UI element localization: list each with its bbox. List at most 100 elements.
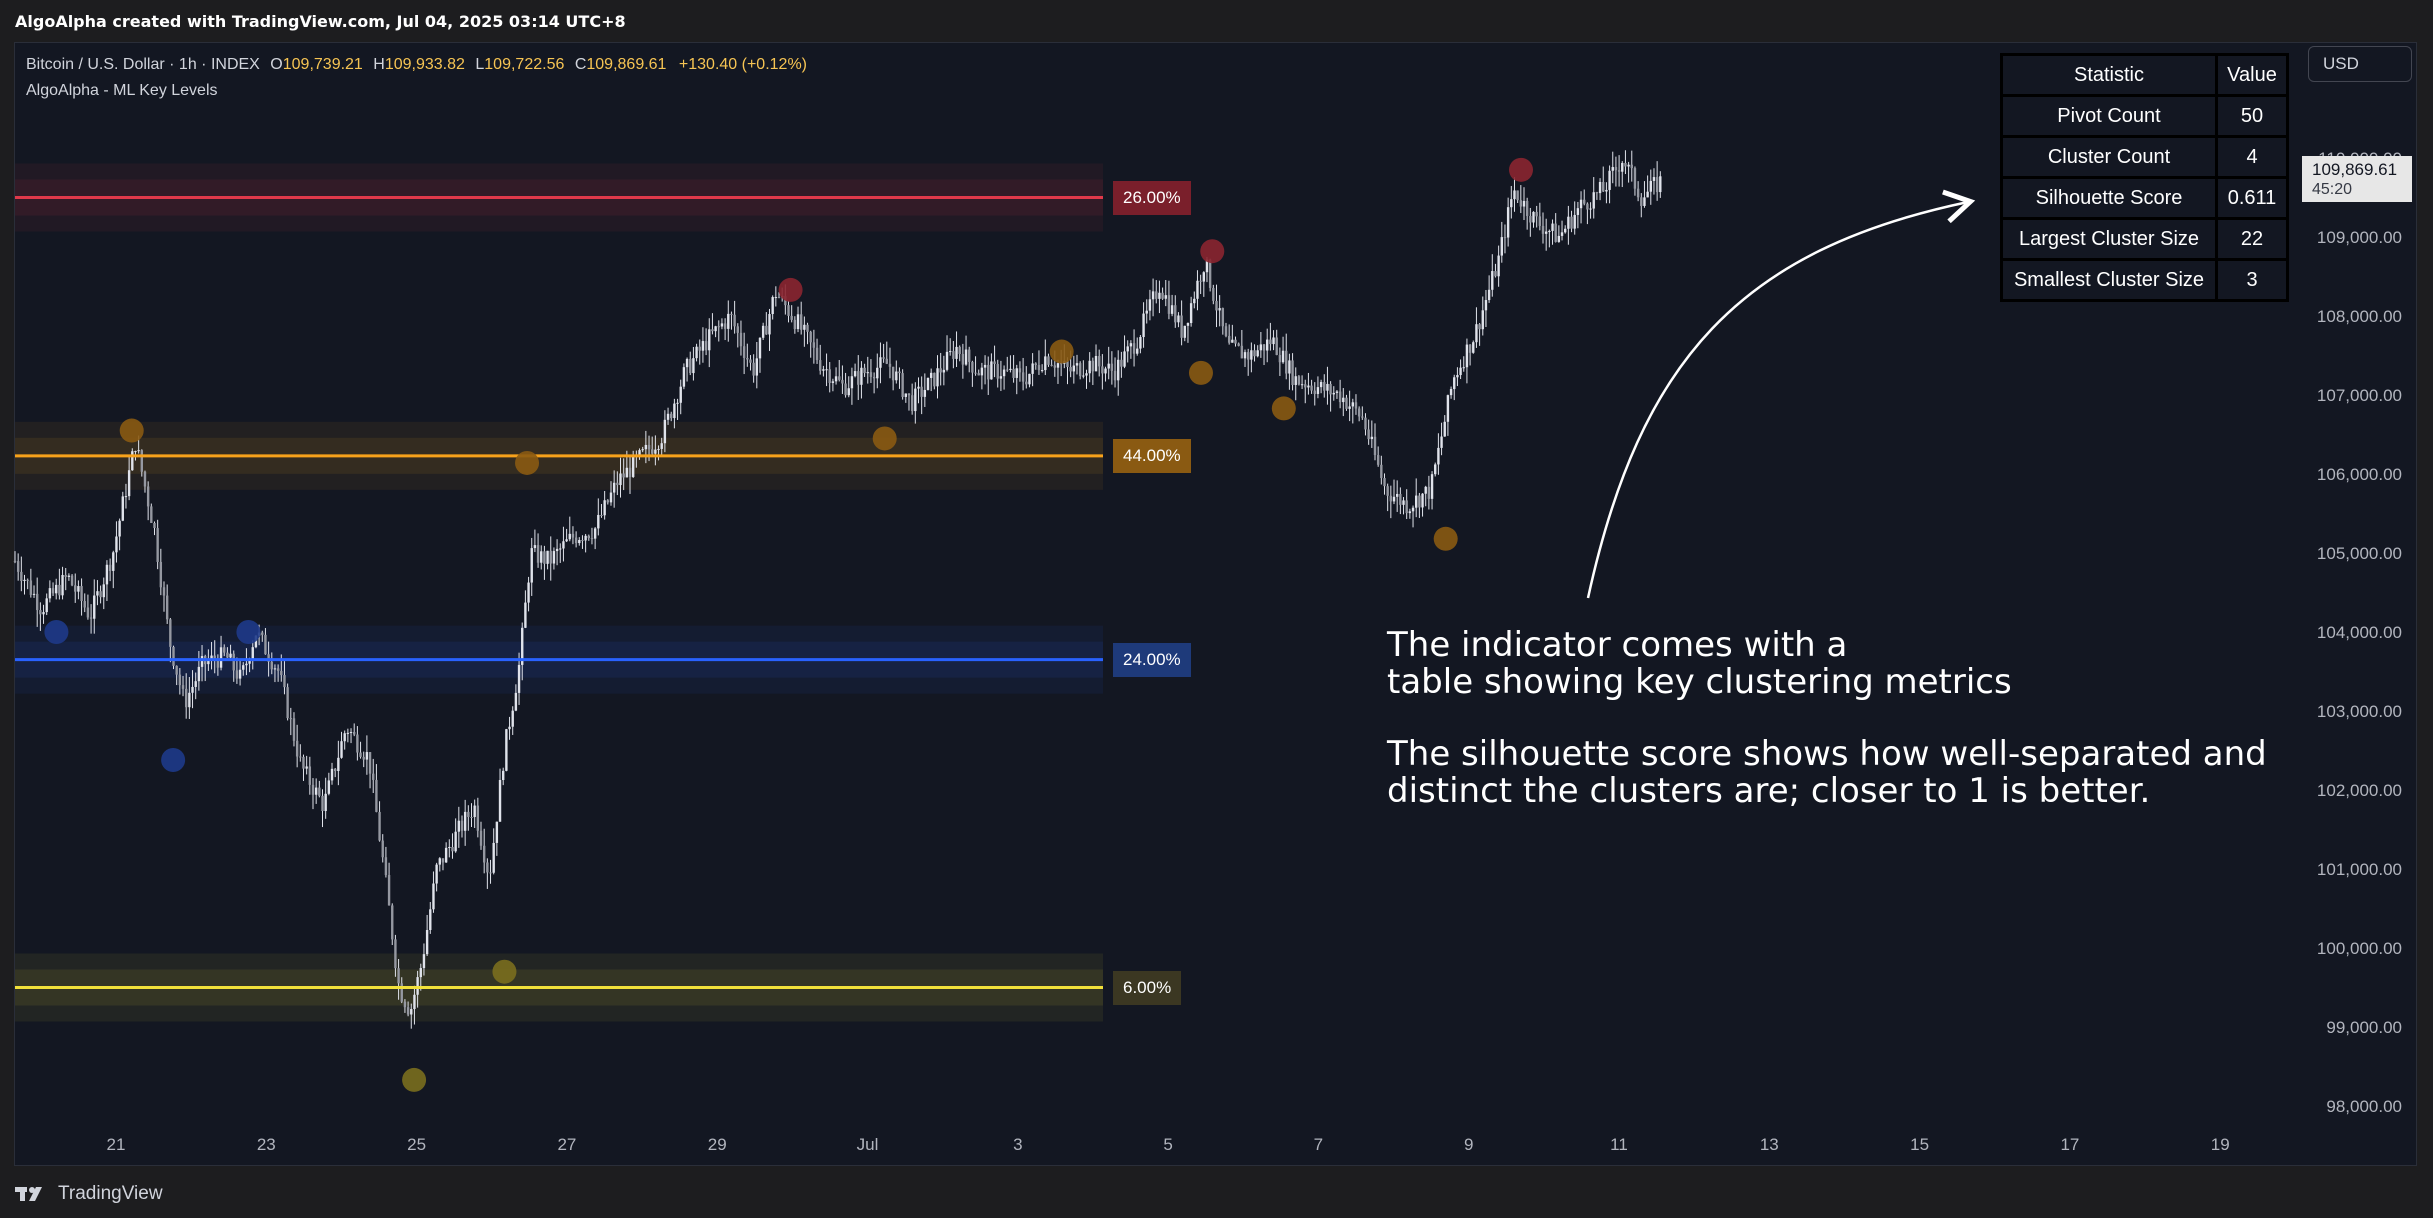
candle-body [270,661,273,670]
candle-body [1462,367,1465,369]
candle-body [1056,363,1060,368]
candle-body [527,582,530,603]
candle-body [742,346,746,358]
candle-body [1440,436,1443,448]
currency-button[interactable]: USD [2308,46,2412,82]
candle-body [559,548,562,550]
x-axis-tick-label: 13 [1760,1135,1779,1154]
candle-body [1180,315,1183,338]
candle-body [1202,272,1206,282]
candle-body [1101,366,1104,374]
candle-body [1189,303,1193,324]
candle-body [616,482,619,486]
candle-body [1494,271,1497,277]
pivot-marker[interactable] [1200,239,1225,264]
candle-body [368,752,372,774]
candle-body [77,586,80,592]
candle-body [1516,190,1519,201]
candle-body [172,646,175,666]
candle-body [359,752,362,757]
candle-body [869,372,873,377]
candle-body [1418,495,1421,508]
candle-body [13,560,17,562]
candle-body [622,473,625,478]
pivot-marker[interactable] [872,426,897,451]
pivot-marker[interactable] [402,1067,427,1092]
candle-body [638,450,641,457]
candle-body [264,634,267,655]
candle-body [517,664,521,693]
pivot-marker[interactable] [161,747,186,772]
candle-body [1148,299,1152,311]
candle-body [1370,436,1374,440]
candle-body [540,551,543,563]
y-axis-tick-label: 106,000.00 [2317,465,2402,484]
candle-body [1246,352,1250,360]
candle-body [1269,339,1272,345]
pivot-marker[interactable] [236,620,261,644]
candle-body [219,647,223,668]
candle-body [799,314,803,330]
pivot-marker[interactable] [1188,360,1213,385]
candle-body [822,369,825,371]
pivot-marker[interactable] [778,277,803,302]
candle-body [838,376,841,380]
symbol-legend[interactable]: Bitcoin / U.S. Dollar · 1h · INDEX O 109,… [26,52,807,104]
tradingview-logo-icon[interactable] [14,1184,50,1204]
open-key: O [270,56,283,73]
candle-body [1059,363,1063,365]
candle-body [1253,350,1256,357]
candle-body [581,540,584,542]
pivot-marker[interactable] [1049,339,1074,364]
candle-body [701,341,705,351]
pivot-marker[interactable] [1433,526,1458,551]
candle-body [1611,167,1614,171]
key-level-percent-label: 26.00% [1113,180,1191,215]
candle-body [590,538,594,540]
candle-body [410,1009,413,1015]
candle-body [1215,300,1218,311]
candle-body [134,451,137,453]
symbol-name[interactable]: Bitcoin / U.S. Dollar · 1h · INDEX [26,56,260,73]
candle-body [413,994,416,1010]
candle-body [314,787,318,795]
candle-body [1586,203,1589,210]
candle-body [727,313,730,329]
tradingview-brand[interactable]: TradingView [58,1183,163,1204]
candle-body [790,315,793,320]
pivot-marker[interactable] [492,959,517,984]
candle-body [470,817,473,819]
candle-body [460,820,464,831]
candle-body [1278,354,1282,363]
pivot-marker[interactable] [1271,396,1296,421]
candle-body [232,653,235,671]
candle-body [641,449,644,451]
annotation-line: table showing key clustering metrics [1387,662,2012,702]
candle-body [1465,344,1469,368]
pivot-marker[interactable] [515,450,540,475]
candle-body [146,486,150,507]
candle-body [1640,197,1643,206]
candle-body [16,561,20,572]
candle-body [1437,447,1440,465]
pivot-marker[interactable] [119,418,144,443]
candle-body [1132,343,1136,354]
candle-body [131,451,134,471]
candle-body [1392,496,1396,502]
candle-body [1018,368,1022,373]
candle-body [1104,368,1107,374]
candle-body [682,367,686,387]
pivot-marker[interactable] [44,620,69,644]
candle-body [1227,335,1231,343]
stats-header-statistic: Statistic [2003,56,2215,94]
x-axis-tick-label: 5 [1163,1135,1172,1154]
indicator-name[interactable]: AlgoAlpha - ML Key Levels [26,82,218,99]
candle-body [473,805,476,818]
close-value: 109,869.61 [586,56,667,73]
candle-body [318,787,321,796]
pivot-marker[interactable] [1509,157,1533,182]
candle-body [717,326,720,328]
metric-label: Smallest Cluster Size [2003,261,2215,299]
candle-body [593,528,597,539]
